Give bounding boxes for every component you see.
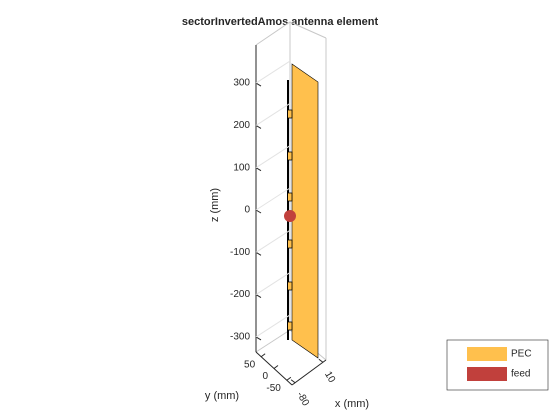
grid-line — [255, 60, 291, 84]
grid-line — [255, 102, 291, 126]
antenna-arm — [288, 239, 293, 249]
x-tick — [318, 358, 324, 363]
y-tick — [286, 376, 292, 381]
legend-swatch — [467, 347, 507, 361]
x-tick-label: 10 — [322, 370, 337, 386]
z-tick — [255, 124, 262, 129]
antenna-arm — [288, 151, 293, 161]
z-tick — [255, 167, 262, 172]
y-tick-label: -50 — [266, 383, 281, 394]
box-edge — [255, 329, 291, 353]
z-tick-label: 200 — [233, 120, 250, 131]
antenna-arm — [288, 109, 293, 119]
y-axis-label: y (mm) — [205, 390, 239, 402]
grid-line — [255, 145, 291, 169]
grid-line — [255, 314, 291, 338]
z-tick-label: 300 — [233, 78, 250, 89]
z-tick — [255, 209, 262, 214]
y-tick-label: 50 — [244, 359, 256, 370]
legend-swatch — [467, 367, 507, 381]
feed-point — [284, 210, 296, 222]
pec-plate — [291, 63, 319, 359]
z-tick-label: 0 — [244, 205, 250, 216]
x-axis-label: x (mm) — [335, 398, 369, 410]
z-tick — [255, 251, 262, 256]
z-tick-label: -100 — [230, 247, 250, 258]
legend-label: PEC — [511, 349, 532, 360]
z-axis-label: z (mm) — [209, 188, 221, 222]
chart-title: sectorInvertedAmos antenna element — [182, 16, 379, 28]
antenna-arm — [288, 321, 293, 331]
z-tick-label: 100 — [233, 162, 250, 173]
antenna-arm — [288, 281, 293, 291]
z-tick — [255, 82, 262, 87]
z-tick — [255, 294, 262, 299]
legend-label: feed — [511, 369, 530, 380]
z-tick-label: -200 — [230, 289, 250, 300]
z-tick — [255, 336, 262, 341]
x-tick — [290, 379, 296, 384]
y-tick-label: 0 — [262, 371, 268, 382]
y-tick — [260, 353, 266, 358]
z-tick-label: -300 — [230, 332, 250, 343]
y-tick — [273, 365, 279, 369]
antenna-arm — [288, 192, 293, 202]
grid-line — [255, 187, 291, 211]
x-axis — [291, 359, 327, 386]
x-tick-label: -80 — [294, 390, 311, 408]
grid-line — [255, 229, 291, 253]
grid-line — [255, 272, 291, 296]
